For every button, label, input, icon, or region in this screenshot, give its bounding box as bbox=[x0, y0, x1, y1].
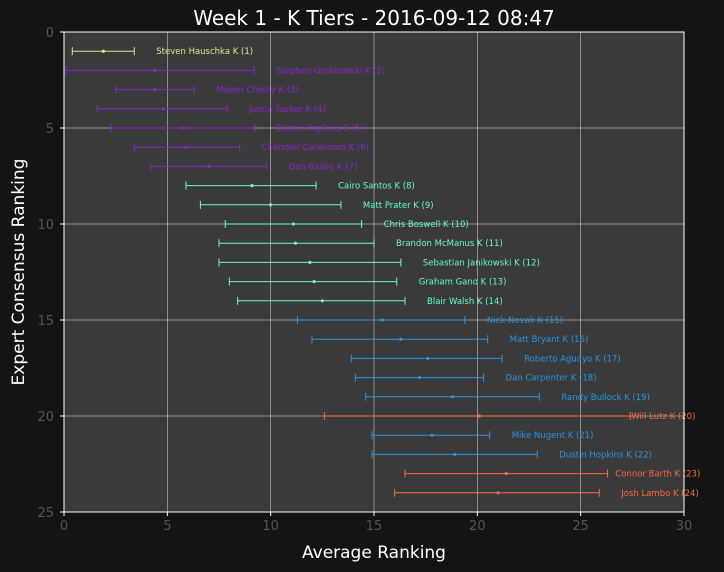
player-label: Dustin Hopkins K (5) bbox=[276, 124, 363, 134]
y-tick-label: 20 bbox=[37, 410, 54, 425]
player-label: Mike Nugent K (21) bbox=[512, 431, 594, 441]
player-label: Graham Gano K (13) bbox=[419, 278, 507, 288]
player-label: Roberto Aguayo K (17) bbox=[524, 354, 621, 364]
player-errorbar: Steven Hauschka K (1) bbox=[71, 47, 253, 57]
x-axis-label: Average Ranking bbox=[302, 543, 446, 563]
player-label: Mason Crosby K (3) bbox=[216, 86, 299, 96]
average-point bbox=[161, 107, 165, 111]
average-point bbox=[207, 164, 211, 168]
player-errorbar: Chandler Catanzaro K (6) bbox=[133, 143, 369, 153]
player-errorbar: Stephen Gostkowski K (2) bbox=[65, 66, 385, 76]
average-point bbox=[380, 318, 384, 322]
y-axis-ticks: 0 5 10 15 20 25 bbox=[37, 26, 64, 521]
player-label: Nick Novak K (15) bbox=[487, 316, 563, 326]
average-point bbox=[182, 126, 186, 130]
player-label: Matt Bryant K (16) bbox=[510, 335, 589, 345]
average-point bbox=[504, 472, 508, 476]
player-label: Will Lutz K (20) bbox=[631, 412, 695, 422]
player-errorbar: Mike Nugent K (21) bbox=[371, 431, 594, 441]
player-label: Randy Bullock K (19) bbox=[561, 393, 650, 403]
player-label: Justin Tucker K (4) bbox=[248, 105, 325, 115]
player-errorbar: Josh Lambo K (24) bbox=[394, 488, 699, 499]
x-axis-ticks: 0 5 10 15 20 25 30 bbox=[60, 512, 692, 534]
average-point bbox=[250, 184, 254, 188]
average-point bbox=[417, 376, 422, 380]
y-tick-label: 10 bbox=[37, 218, 54, 233]
player-label: Brandon McManus K (11) bbox=[396, 239, 503, 249]
player-errorbar: Dan Bailey K (7) bbox=[150, 162, 358, 172]
player-label: Dustin Hopkins K (22) bbox=[559, 450, 652, 460]
player-errorbar: Nick Novak K (15) bbox=[297, 316, 563, 326]
x-tick-label: 5 bbox=[163, 519, 171, 534]
average-point bbox=[308, 260, 312, 264]
x-tick-label: 30 bbox=[676, 519, 693, 534]
player-errorbar: Dustin Hopkins K (22) bbox=[371, 450, 652, 460]
average-point bbox=[430, 433, 434, 437]
average-point bbox=[320, 299, 324, 303]
player-errorbar: Randy Bullock K (19) bbox=[365, 392, 650, 403]
x-tick-label: 0 bbox=[60, 519, 68, 534]
y-axis-label: Expert Consensus Ranking bbox=[9, 159, 29, 386]
x-tick-label: 10 bbox=[262, 519, 279, 534]
y-tick-label: 0 bbox=[46, 26, 54, 41]
player-errorbar: Sebastian Janikowski K (12) bbox=[218, 258, 540, 268]
player-errorbar: Blair Walsh K (14) bbox=[237, 296, 503, 307]
average-point bbox=[153, 88, 157, 92]
average-point bbox=[312, 280, 316, 284]
player-label: Chris Boswell K (10) bbox=[384, 220, 469, 230]
average-point bbox=[426, 356, 430, 360]
player-label: Steven Hauschka K (1) bbox=[156, 47, 253, 57]
player-label: Cairo Santos K (8) bbox=[338, 182, 415, 192]
player-label: Josh Lambo K (24) bbox=[620, 489, 698, 499]
player-errorbar: Dan Carpenter K (18) bbox=[354, 373, 597, 384]
average-point bbox=[293, 241, 298, 245]
player-errorbar: Cairo Santos K (8) bbox=[185, 181, 415, 192]
average-point bbox=[496, 491, 500, 495]
average-point bbox=[477, 414, 481, 418]
player-errorbar: Brandon McManus K (11) bbox=[218, 239, 503, 249]
player-errorbar: Roberto Aguayo K (17) bbox=[350, 354, 621, 364]
player-label: Dan Bailey K (7) bbox=[289, 162, 358, 172]
chart-title: Week 1 - K Tiers - 2016-09-12 08:47 bbox=[193, 6, 555, 30]
player-label: Sebastian Janikowski K (12) bbox=[423, 258, 540, 268]
player-errorbar: Dustin Hopkins K (5) bbox=[111, 124, 363, 134]
player-label: Chandler Catanzaro K (6) bbox=[262, 143, 369, 153]
average-point bbox=[291, 222, 295, 226]
average-point bbox=[453, 452, 457, 456]
player-errorbar: Mason Crosby K (3) bbox=[115, 85, 299, 96]
grid-lines bbox=[64, 32, 684, 512]
y-tick-label: 15 bbox=[37, 314, 54, 329]
player-errorbar: Matt Bryant K (16) bbox=[311, 335, 589, 345]
player-errorbar: Chris Boswell K (10) bbox=[224, 220, 469, 230]
player-label: Blair Walsh K (14) bbox=[427, 297, 503, 307]
y-tick-label: 25 bbox=[37, 506, 54, 521]
x-tick-label: 20 bbox=[469, 519, 486, 534]
player-label: Matt Prater K (9) bbox=[363, 201, 434, 211]
average-point bbox=[153, 68, 157, 72]
average-point bbox=[450, 395, 455, 399]
average-point bbox=[269, 203, 273, 207]
average-point bbox=[101, 49, 105, 53]
average-point bbox=[184, 145, 188, 149]
player-errorbar: Justin Tucker K (4) bbox=[96, 104, 326, 115]
player-errorbar: Graham Gano K (13) bbox=[228, 277, 507, 288]
x-tick-label: 15 bbox=[366, 519, 383, 534]
average-point bbox=[399, 337, 403, 341]
player-errorbar: Will Lutz K (20) bbox=[323, 412, 695, 422]
player-label: Dan Carpenter K (18) bbox=[506, 374, 597, 384]
player-errorbar: Connor Barth K (23) bbox=[404, 469, 700, 480]
x-tick-label: 25 bbox=[572, 519, 589, 534]
player-label: Connor Barth K (23) bbox=[615, 470, 700, 480]
data-marks: Steven Hauschka K (1) Stephen Gostkowski … bbox=[65, 47, 700, 499]
player-errorbar: Matt Prater K (9) bbox=[199, 200, 434, 211]
y-tick-label: 5 bbox=[46, 122, 54, 137]
player-label: Stephen Gostkowski K (2) bbox=[276, 66, 385, 76]
